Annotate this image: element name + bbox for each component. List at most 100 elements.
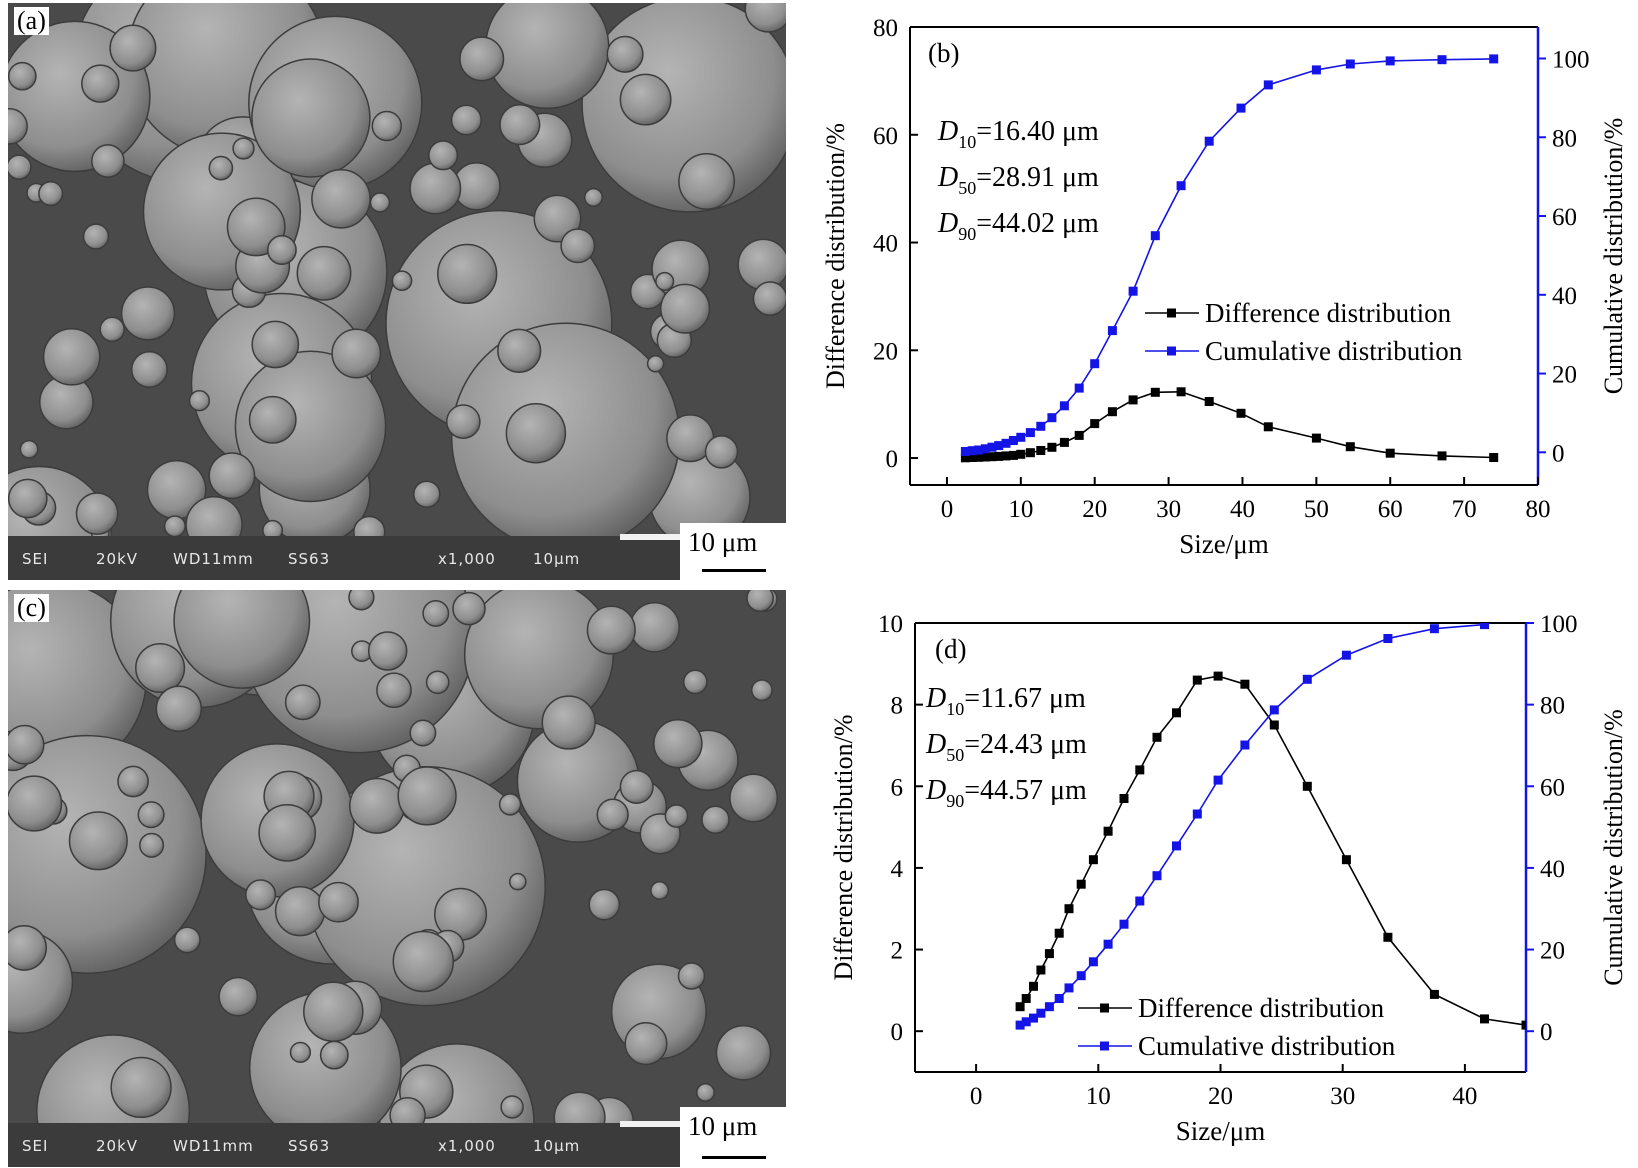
series-cumulative-distribution bbox=[1015, 623, 1489, 1030]
data-point bbox=[1176, 181, 1186, 191]
scale-bar bbox=[620, 1121, 690, 1127]
legend-label: Difference distribution bbox=[1205, 298, 1452, 328]
powder-particle bbox=[533, 194, 582, 243]
data-point bbox=[1302, 781, 1312, 791]
powder-particle bbox=[173, 590, 311, 689]
powder-particle bbox=[8, 154, 32, 180]
data-point bbox=[1076, 879, 1086, 889]
data-point bbox=[1213, 671, 1223, 681]
sem-image-c: (c) SEI 20kV WD11mm SS63 x1,000 10μm 10 … bbox=[8, 590, 786, 1167]
data-point bbox=[1036, 421, 1046, 431]
powder-particle bbox=[8, 775, 63, 832]
powder-particle bbox=[737, 238, 786, 291]
powder-particle bbox=[586, 605, 636, 655]
data-point bbox=[1213, 775, 1223, 785]
powder-particle bbox=[42, 327, 101, 386]
scale-label-box-c: 10 μm bbox=[680, 1107, 786, 1167]
powder-particle bbox=[218, 976, 259, 1017]
powder-particle bbox=[376, 672, 412, 709]
data-point bbox=[1074, 430, 1084, 440]
powder-particle bbox=[117, 765, 149, 798]
data-point bbox=[1103, 939, 1113, 949]
data-point bbox=[1064, 904, 1074, 914]
y2-tick-label: 0 bbox=[1540, 1019, 1553, 1046]
powder-particle bbox=[505, 402, 567, 464]
data-point bbox=[1059, 401, 1069, 411]
data-point bbox=[1054, 928, 1064, 938]
powder-particle bbox=[303, 981, 364, 1042]
powder-particle bbox=[371, 110, 403, 142]
powder-particle bbox=[289, 1041, 312, 1064]
sem-databar-c: SEI 20kV WD11mm SS63 x1,000 10μm bbox=[8, 1123, 786, 1167]
powder-particle bbox=[8, 61, 37, 91]
data-point bbox=[974, 445, 984, 455]
powder-particle bbox=[744, 3, 786, 33]
powder-particle bbox=[110, 1056, 172, 1119]
powder-particle bbox=[8, 924, 48, 971]
data-point bbox=[1176, 387, 1186, 397]
data-point bbox=[1489, 54, 1499, 64]
data-point bbox=[1135, 765, 1145, 775]
legend-label: Difference distribution bbox=[1138, 993, 1385, 1023]
data-point bbox=[967, 446, 977, 456]
series-difference-distribution bbox=[960, 387, 1499, 463]
data-point bbox=[1437, 451, 1447, 461]
powder-particle bbox=[68, 811, 128, 871]
data-point bbox=[1341, 650, 1351, 660]
powder-particle bbox=[19, 439, 39, 459]
y2-tick-label: 80 bbox=[1552, 125, 1577, 152]
powder-particle bbox=[729, 773, 779, 823]
powder-particle bbox=[99, 316, 125, 343]
powder-particle bbox=[369, 192, 391, 213]
powder-particle bbox=[137, 801, 165, 829]
data-point bbox=[1047, 442, 1057, 452]
powder-particle bbox=[701, 805, 730, 834]
data-point bbox=[1088, 957, 1098, 967]
powder-particle bbox=[459, 36, 505, 82]
powder-particle bbox=[258, 803, 317, 862]
databar-field: x1,000 bbox=[438, 550, 496, 568]
data-point bbox=[1008, 436, 1018, 445]
x-tick-label: 30 bbox=[1330, 1083, 1355, 1110]
sem-particles-a bbox=[8, 3, 786, 580]
data-point bbox=[1016, 432, 1026, 442]
x-axis-label: Size/μm bbox=[1179, 529, 1268, 559]
data-point bbox=[1150, 387, 1160, 397]
powder-particle bbox=[560, 228, 596, 264]
data-point bbox=[1385, 56, 1395, 66]
x-tick-label: 80 bbox=[1526, 496, 1551, 523]
powder-particle bbox=[331, 328, 382, 379]
data-point bbox=[1204, 136, 1214, 146]
data-point bbox=[980, 444, 990, 454]
data-point bbox=[960, 453, 970, 463]
y2-tick-label: 20 bbox=[1552, 362, 1577, 389]
powder-particle bbox=[234, 350, 387, 503]
x-tick-label: 50 bbox=[1304, 496, 1329, 523]
y-tick-label: 2 bbox=[891, 938, 904, 965]
data-point bbox=[1107, 407, 1117, 417]
d-value-annotation: D90=44.57 μm bbox=[925, 775, 1087, 811]
data-point bbox=[1016, 449, 1026, 459]
series-difference-distribution bbox=[1015, 671, 1526, 1030]
powder-particle bbox=[413, 480, 441, 508]
x-axis-label: Size/μm bbox=[1176, 1116, 1265, 1146]
data-point bbox=[1429, 624, 1439, 634]
powder-particle bbox=[498, 793, 522, 816]
data-point bbox=[1172, 708, 1181, 718]
y2-axis-label: Cumulative distribution/% bbox=[1599, 709, 1628, 986]
powder-particle bbox=[139, 832, 165, 858]
powder-particle bbox=[696, 1083, 715, 1102]
powder-particle bbox=[82, 223, 110, 250]
powder-particle bbox=[437, 243, 498, 305]
powder-particle bbox=[497, 328, 542, 373]
databar-field: SS63 bbox=[288, 550, 331, 568]
data-point bbox=[1001, 438, 1011, 448]
powder-particle bbox=[75, 492, 119, 535]
data-point bbox=[1025, 428, 1035, 438]
data-point bbox=[1311, 65, 1321, 75]
powder-particle bbox=[349, 777, 406, 834]
powder-particle bbox=[245, 879, 277, 911]
data-point bbox=[1119, 794, 1129, 803]
x-tick-label: 40 bbox=[1452, 1083, 1477, 1110]
powder-particle bbox=[499, 104, 541, 146]
